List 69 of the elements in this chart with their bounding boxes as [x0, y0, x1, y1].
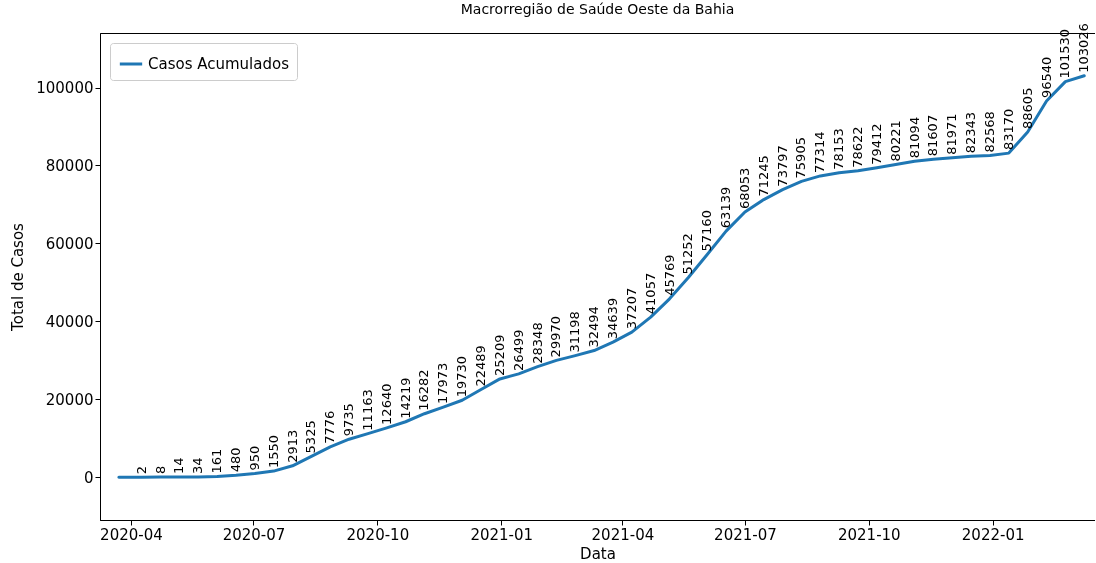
y-tick-label: 40000 — [45, 312, 94, 331]
data-label: 45769 — [661, 254, 677, 296]
data-label: 75905 — [793, 137, 809, 179]
x-tick-label: 2022-01 — [961, 525, 1025, 544]
data-label: 82343 — [963, 111, 979, 154]
y-axis-title: Total de Casos — [9, 222, 28, 332]
x-tick-label: 2020-07 — [222, 525, 286, 544]
data-label: 77314 — [812, 131, 828, 173]
data-label: 103026 — [1076, 23, 1092, 73]
data-label: 14219 — [397, 377, 413, 419]
y-tick-label: 100000 — [36, 79, 94, 98]
data-label: 26499 — [510, 329, 526, 371]
data-label: 25209 — [491, 334, 507, 376]
data-label: 71245 — [755, 155, 771, 197]
data-label: 73797 — [774, 145, 790, 187]
data-label: 96540 — [1038, 56, 1054, 99]
data-label: 41057 — [642, 272, 658, 315]
data-label: 37207 — [623, 287, 639, 330]
data-label: 7776 — [322, 410, 338, 444]
x-tick-label: 2020-10 — [346, 525, 410, 544]
data-label: 68053 — [736, 167, 752, 210]
data-label: 32494 — [586, 306, 602, 348]
y-tick-label: 20000 — [45, 390, 94, 409]
data-label: 34639 — [604, 297, 620, 340]
chart-title: Macrorregião de Saúde Oeste da Bahia — [460, 1, 735, 18]
x-tick-label: 2021-04 — [591, 525, 655, 544]
y-tick-label: 60000 — [45, 234, 94, 253]
data-label: 51252 — [680, 233, 696, 275]
x-tick-label: 2021-10 — [837, 525, 901, 544]
data-label: 80221 — [887, 120, 903, 162]
data-label: 14 — [171, 457, 187, 475]
x-tick-label: 2021-01 — [470, 525, 534, 544]
data-label: 88605 — [1019, 87, 1035, 129]
data-label: 31198 — [567, 311, 583, 353]
data-label: 1550 — [265, 435, 281, 469]
data-label: 34 — [190, 457, 206, 475]
data-label: 81971 — [944, 113, 960, 155]
data-label: 28348 — [529, 322, 545, 364]
legend-label: Casos Acumulados — [148, 55, 290, 73]
data-label: 11163 — [359, 389, 375, 431]
data-label: 16282 — [416, 369, 432, 411]
data-label: 5325 — [303, 420, 319, 454]
data-label: 57160 — [699, 210, 715, 252]
data-label: 9735 — [341, 403, 357, 437]
data-label: 12640 — [378, 383, 394, 425]
data-label: 82568 — [981, 111, 997, 153]
data-label: 8 — [152, 465, 168, 475]
x-tick-label: 2021-07 — [714, 525, 777, 544]
data-label: 63139 — [718, 186, 734, 229]
data-label: 79412 — [868, 123, 884, 165]
data-label: 2 — [133, 465, 149, 475]
data-label: 78622 — [850, 126, 866, 168]
data-label: 29970 — [548, 316, 564, 358]
data-label: 78153 — [831, 128, 847, 170]
data-label: 22489 — [473, 345, 489, 387]
data-label: 17973 — [435, 362, 451, 405]
data-label: 19730 — [454, 355, 470, 398]
data-label: 161 — [209, 448, 225, 474]
data-label: 83170 — [1000, 108, 1016, 151]
y-tick-label: 80000 — [45, 156, 94, 175]
data-label: 2913 — [284, 429, 300, 463]
data-label: 480 — [227, 447, 243, 473]
data-label: 950 — [246, 445, 262, 471]
data-label: 81607 — [925, 114, 941, 157]
x-axis-title: Data — [580, 544, 616, 563]
x-tick-label: 2020-04 — [100, 525, 163, 544]
y-tick-label: 0 — [83, 468, 94, 487]
data-label: 81094 — [906, 116, 922, 159]
data-label: 101530 — [1057, 28, 1073, 79]
